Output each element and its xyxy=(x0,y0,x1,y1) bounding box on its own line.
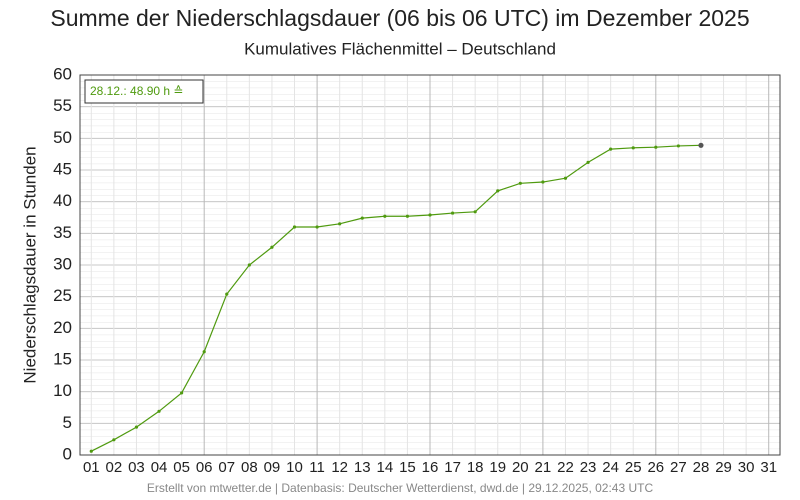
point xyxy=(450,211,455,215)
plot-frame xyxy=(79,74,781,456)
point xyxy=(541,180,545,184)
y-tick-label: 40 xyxy=(53,191,72,210)
x-tick-label: 20 xyxy=(512,459,529,476)
x-tick-label: 03 xyxy=(128,459,145,476)
x-tick-label: 14 xyxy=(376,459,393,476)
x-tick-label: 22 xyxy=(557,459,574,476)
x-tick-label: 05 xyxy=(173,459,190,476)
y-tick-label: 30 xyxy=(53,254,72,273)
x-tick-label: 25 xyxy=(625,459,642,476)
line xyxy=(91,144,701,452)
point xyxy=(157,409,161,413)
x-tick-label: 15 xyxy=(399,459,416,476)
annotation: 28.12.: 48.90 h ≙ xyxy=(90,84,183,98)
annotation-box xyxy=(84,79,204,104)
x-tick-label: 09 xyxy=(264,459,281,476)
y-tick-label: 45 xyxy=(53,159,72,178)
point xyxy=(112,438,116,442)
point xyxy=(338,222,342,226)
x-tick-label: 31 xyxy=(760,459,777,476)
point xyxy=(89,449,93,453)
x-tick-label: 24 xyxy=(602,459,619,476)
x-tick-label: 30 xyxy=(738,459,755,476)
y-tick-label: 5 xyxy=(63,413,72,432)
x-tick-label: 18 xyxy=(467,459,484,476)
y-tick-label: 55 xyxy=(53,96,72,115)
x-tick-label: 21 xyxy=(535,459,552,476)
grid xyxy=(80,74,780,456)
point xyxy=(360,216,364,220)
x-tick-label: 29 xyxy=(715,459,732,476)
chart-subtitle: Kumulatives Flächenmittel – Deutschland xyxy=(244,39,556,58)
point xyxy=(428,213,432,217)
x-tick-label: 02 xyxy=(106,459,123,476)
point xyxy=(631,146,635,150)
point xyxy=(247,263,251,267)
y-tick-label: 50 xyxy=(53,128,72,147)
x-tick-label: 04 xyxy=(151,459,168,476)
point xyxy=(292,225,297,229)
y-tick-label: 0 xyxy=(63,444,72,463)
footer: Erstellt von mtwetter.de | Datenbasis: D… xyxy=(147,481,654,495)
x-tick-label: 28 xyxy=(693,459,710,476)
point xyxy=(698,142,704,148)
x-tick-label: 13 xyxy=(354,459,371,476)
x-tick-label: 16 xyxy=(422,459,439,476)
x-tick-label: 06 xyxy=(196,459,213,476)
point xyxy=(654,145,658,149)
y-tick-label: 20 xyxy=(53,318,72,337)
x-tick-label: 10 xyxy=(286,459,303,476)
x-tick-label: 12 xyxy=(331,459,348,476)
y-tick-label: 15 xyxy=(53,349,72,368)
x-tick-label: 08 xyxy=(241,459,258,476)
x-tick-label: 17 xyxy=(444,459,461,476)
point xyxy=(676,144,680,148)
point xyxy=(609,147,613,151)
point xyxy=(496,189,500,193)
x-tick-label: 11 xyxy=(309,459,325,476)
x-tick-label: 26 xyxy=(647,459,664,476)
point xyxy=(405,214,410,218)
x-tick-label: 23 xyxy=(580,459,597,476)
x-tick-label: 19 xyxy=(489,459,506,476)
point xyxy=(473,210,477,214)
point xyxy=(134,425,139,429)
point xyxy=(563,176,568,180)
x-tick-label: 27 xyxy=(670,459,687,476)
point xyxy=(518,181,522,185)
point xyxy=(180,391,184,395)
point xyxy=(586,160,590,164)
y-tick-label: 35 xyxy=(53,223,72,242)
point xyxy=(225,292,229,296)
y-tick-label: 10 xyxy=(53,381,72,400)
point xyxy=(383,214,387,218)
x-tick-label: 07 xyxy=(218,459,235,476)
point xyxy=(315,225,319,229)
y-tick-label: 25 xyxy=(53,286,72,305)
point xyxy=(202,350,206,354)
point xyxy=(270,245,274,249)
chart-title: Summe der Niederschlagsdauer (06 bis 06 … xyxy=(50,5,749,31)
y-tick-label: 60 xyxy=(53,64,72,83)
x-tick-label: 01 xyxy=(83,459,100,476)
marks xyxy=(89,142,704,453)
y-axis-label: Niederschlagsdauer in Stunden xyxy=(20,146,39,383)
